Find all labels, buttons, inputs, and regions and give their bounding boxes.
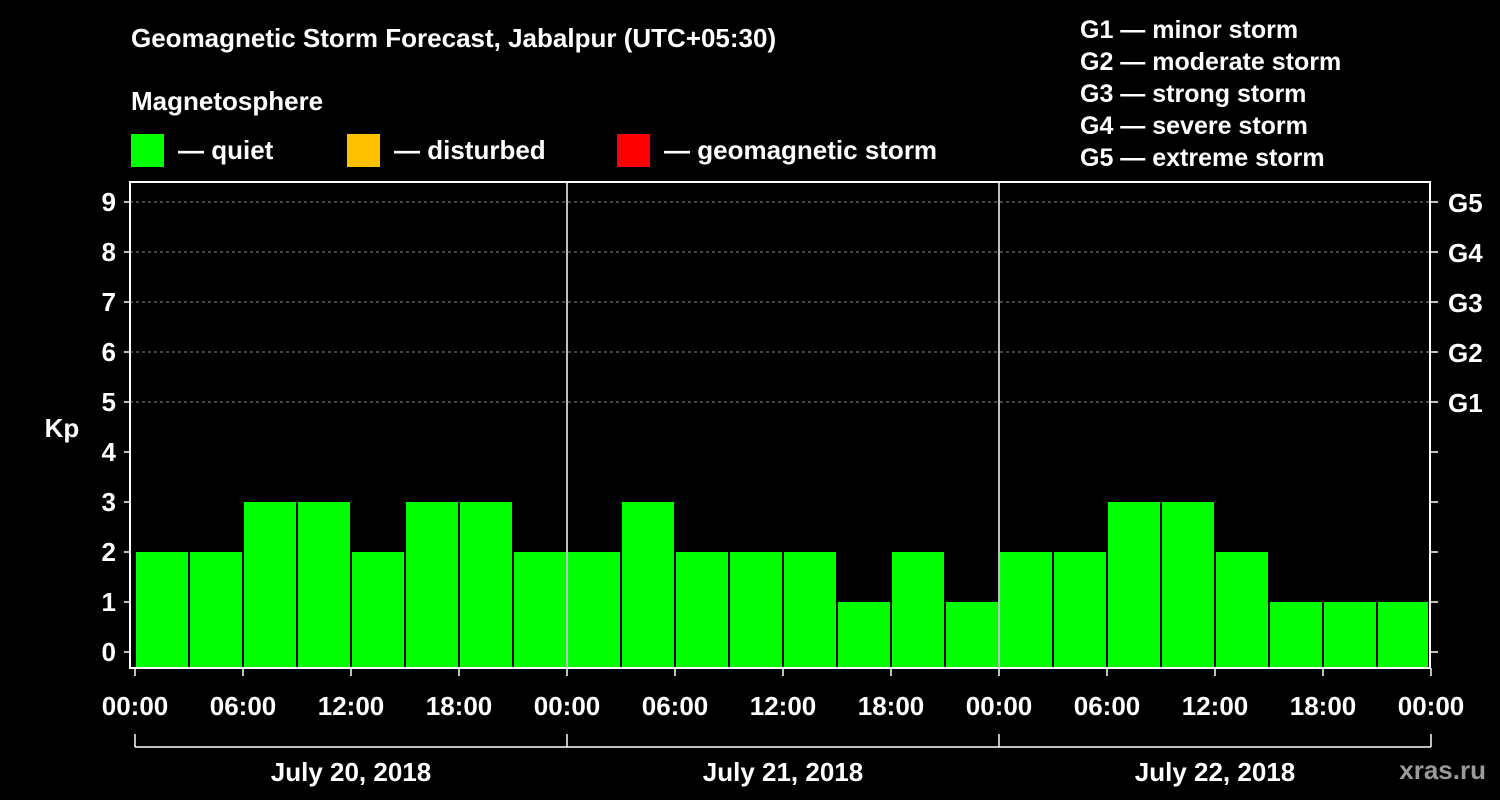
legend-swatch-quiet	[131, 133, 164, 167]
kp-bar	[1162, 502, 1214, 668]
y-tick-label: 1	[102, 587, 116, 617]
kp-bar	[730, 552, 782, 668]
kp-bar	[136, 552, 188, 668]
g-scale-item: G2 — moderate storm	[1080, 48, 1342, 76]
y-tick-label: 4	[102, 437, 117, 467]
legend-swatch-disturbed	[347, 133, 380, 167]
kp-bar	[406, 502, 458, 668]
kp-bar	[676, 552, 728, 668]
y-tick-label: 7	[102, 287, 116, 317]
legend-item-storm: — geomagnetic storm	[617, 133, 937, 167]
kp-bar	[568, 552, 620, 668]
kp-bar	[892, 552, 944, 668]
kp-bar	[298, 502, 350, 668]
kp-bar	[190, 552, 242, 668]
kp-bar	[1216, 552, 1268, 668]
x-tick-label: 00:00	[534, 691, 601, 721]
kp-bar	[1378, 602, 1428, 668]
x-tick-label: 06:00	[210, 691, 277, 721]
x-tick-label: 00:00	[1398, 691, 1465, 721]
kp-bar	[244, 502, 296, 668]
x-tick-label: 06:00	[642, 691, 709, 721]
y-tick-label: 9	[102, 187, 116, 217]
g-scale-item: G3 — strong storm	[1080, 80, 1307, 108]
legend-label-storm: — geomagnetic storm	[664, 134, 938, 165]
x-tick-label: 12:00	[750, 691, 817, 721]
kp-bar	[622, 502, 674, 668]
y-axis-label: Kp	[45, 413, 80, 443]
x-tick-label: 00:00	[102, 691, 169, 721]
legend-swatch-storm	[617, 133, 650, 167]
y-tick-label: 6	[102, 337, 116, 367]
kp-bar	[784, 552, 836, 668]
kp-bar	[1270, 602, 1322, 668]
x-tick-label: 18:00	[426, 691, 493, 721]
g-scale-legend: G1 — minor storm G2 — moderate storm G3 …	[1080, 14, 1341, 174]
g-level-label: G1	[1448, 388, 1483, 418]
x-tick-label: 12:00	[318, 691, 385, 721]
plot-frame	[129, 181, 1431, 669]
legend-item-quiet: — quiet	[131, 133, 273, 167]
kp-bar	[1108, 502, 1160, 668]
y-tick-label: 8	[102, 237, 116, 267]
x-tick-label: 00:00	[966, 691, 1033, 721]
x-tick-label: 18:00	[1290, 691, 1357, 721]
g-scale-item: G1 — minor storm	[1080, 16, 1299, 44]
legend-label-quiet: — quiet	[178, 134, 274, 165]
kp-bar	[460, 502, 512, 668]
g-level-label: G2	[1448, 338, 1483, 368]
y-tick-label: 5	[102, 387, 116, 417]
kp-bar	[838, 602, 890, 668]
g-level-label: G3	[1448, 288, 1483, 318]
x-tick-label: 06:00	[1074, 691, 1141, 721]
kp-bar	[946, 602, 998, 668]
legend-heading: Magnetosphere	[131, 86, 324, 116]
kp-bar	[1000, 552, 1052, 668]
day-label: July 22, 2018	[1135, 757, 1295, 787]
g-scale-item: G4 — severe storm	[1080, 112, 1308, 140]
kp-bar	[514, 552, 566, 668]
g-level-label: G5	[1448, 188, 1483, 218]
g-scale-item: G5 — extreme storm	[1080, 144, 1325, 172]
watermark: xras.ru	[1399, 755, 1486, 785]
y-tick-label: 2	[102, 537, 116, 567]
y-tick-label: 0	[102, 637, 116, 667]
day-label: July 21, 2018	[703, 757, 863, 787]
g-level-label: G4	[1448, 238, 1483, 268]
kp-bar	[1054, 552, 1106, 668]
kp-bar	[352, 552, 404, 668]
chart-title: Geomagnetic Storm Forecast, Jabalpur (UT…	[131, 23, 777, 53]
day-label: July 20, 2018	[271, 757, 431, 787]
kp-bar	[1324, 602, 1376, 668]
y-tick-label: 3	[102, 487, 116, 517]
legend-item-disturbed: — disturbed	[347, 133, 546, 167]
x-tick-label: 18:00	[858, 691, 925, 721]
x-tick-label: 12:00	[1182, 691, 1249, 721]
legend-label-disturbed: — disturbed	[394, 134, 546, 165]
